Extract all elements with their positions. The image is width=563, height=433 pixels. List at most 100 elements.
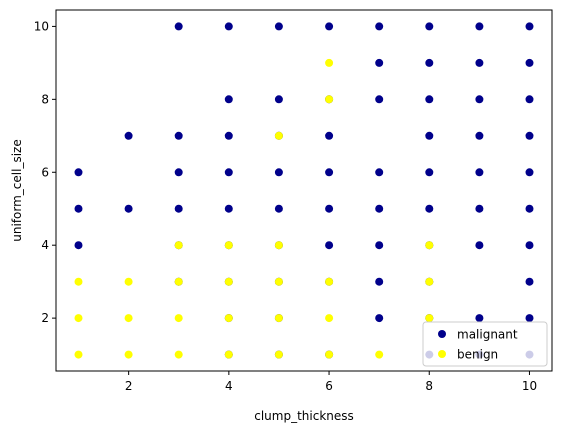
benign-point (224, 241, 233, 250)
malignant-point (425, 95, 434, 104)
legend-marker-benign (438, 350, 446, 358)
x-tick-label: 2 (125, 379, 133, 393)
malignant-point (74, 168, 83, 177)
malignant-point (224, 204, 233, 213)
malignant-point (325, 168, 334, 177)
malignant-point (475, 131, 484, 140)
malignant-point (525, 277, 534, 286)
malignant-point (425, 204, 434, 213)
malignant-point (475, 314, 484, 323)
malignant-point (375, 277, 384, 286)
malignant-point (425, 58, 434, 67)
malignant-point (375, 314, 384, 323)
y-tick-label: 10 (34, 19, 49, 33)
malignant-point (425, 131, 434, 140)
x-tick-label: 8 (425, 379, 433, 393)
benign-point (124, 277, 133, 286)
malignant-point (475, 204, 484, 213)
malignant-point (224, 22, 233, 31)
x-ticks: 2 4 6 8 10 (125, 371, 537, 393)
legend-marker-malignant (438, 330, 446, 338)
malignant-point (224, 95, 233, 104)
malignant-point (124, 131, 133, 140)
malignant-point (475, 22, 484, 31)
malignant-point (525, 314, 534, 323)
plot-frame (55, 9, 553, 372)
benign-point (425, 314, 434, 323)
benign-point (425, 277, 434, 286)
benign-point (124, 314, 133, 323)
malignant-point (375, 168, 384, 177)
malignant-point (325, 204, 334, 213)
legend: malignant benign (422, 321, 548, 367)
x-tick-label: 6 (325, 379, 333, 393)
benign-point (274, 241, 283, 250)
y-axis-label: uniform_cell_size (10, 139, 24, 241)
benign-point (74, 277, 83, 286)
malignant-point (375, 204, 384, 213)
malignant-point (174, 204, 183, 213)
y-tick-label: 2 (41, 311, 49, 325)
malignant-point (475, 241, 484, 250)
benign-point (274, 277, 283, 286)
benign-point (174, 350, 183, 359)
plot-area (56, 10, 552, 371)
legend-label-malignant: malignant (457, 328, 518, 342)
benign-point (274, 350, 283, 359)
malignant-point (475, 168, 484, 177)
malignant-point (525, 95, 534, 104)
benign-point (174, 241, 183, 250)
benign-point (224, 277, 233, 286)
malignant-point (274, 168, 283, 177)
benign-point (325, 58, 334, 67)
malignant-point (475, 58, 484, 67)
y-ticks: 2 4 6 8 10 (34, 19, 56, 325)
malignant-point (74, 241, 83, 250)
benign-point (224, 314, 233, 323)
malignant-point (375, 22, 384, 31)
malignant-point (525, 168, 534, 177)
x-axis-label: clump_thickness (254, 409, 354, 423)
benign-point (425, 241, 434, 250)
x-tick-label: 10 (522, 379, 537, 393)
legend-label-benign: benign (457, 348, 498, 362)
malignant-point (325, 241, 334, 250)
y-tick-label: 8 (41, 92, 49, 106)
malignant-point (224, 168, 233, 177)
malignant-point (174, 168, 183, 177)
benign-point (375, 350, 384, 359)
malignant-point (325, 22, 334, 31)
y-tick-label: 4 (41, 238, 49, 252)
malignant-point (525, 241, 534, 250)
malignant-point (525, 204, 534, 213)
malignant-point (274, 204, 283, 213)
x-tick-label: 4 (225, 379, 233, 393)
benign-point (174, 277, 183, 286)
malignant-point (525, 22, 534, 31)
benign-point (124, 350, 133, 359)
benign-point (325, 95, 334, 104)
benign-point (174, 314, 183, 323)
benign-point (74, 314, 83, 323)
benign-point (274, 131, 283, 140)
benign-point (325, 350, 334, 359)
malignant-point (174, 22, 183, 31)
malignant-point (375, 58, 384, 67)
malignant-point (525, 131, 534, 140)
legend-box (422, 321, 548, 367)
benign-point (274, 314, 283, 323)
malignant-point (325, 131, 334, 140)
y-tick-label: 6 (41, 165, 49, 179)
malignant-point (274, 22, 283, 31)
malignant-point (224, 131, 233, 140)
benign-point (325, 314, 334, 323)
malignant-point (425, 168, 434, 177)
malignant-point (525, 58, 534, 67)
malignant-point (475, 95, 484, 104)
benign-point (74, 350, 83, 359)
benign-point (325, 277, 334, 286)
malignant-point (425, 22, 434, 31)
malignant-point (274, 95, 283, 104)
malignant-point (375, 95, 384, 104)
